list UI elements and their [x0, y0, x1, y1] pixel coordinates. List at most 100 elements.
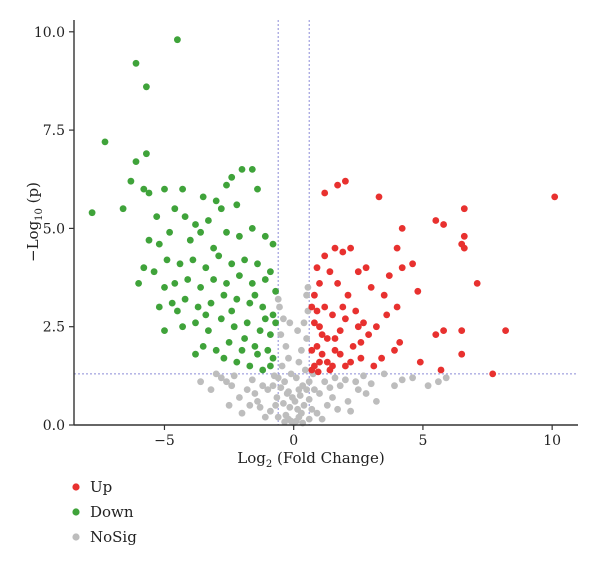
- point-down-84: [251, 343, 259, 350]
- point-nosig-91: [326, 384, 334, 391]
- x-axis-title: Log2 (Fold Change): [237, 449, 384, 470]
- point-nosig-53: [217, 374, 225, 382]
- point-nosig-76: [281, 418, 288, 426]
- point-down-2: [143, 83, 150, 91]
- legend-label-up: Up: [90, 478, 112, 496]
- point-up-11: [432, 217, 440, 224]
- point-up-1: [489, 370, 497, 378]
- point-down-45: [228, 260, 236, 268]
- point-down-9: [140, 185, 148, 193]
- point-down-99: [251, 291, 259, 299]
- legend: Up Down NoSig: [72, 478, 137, 546]
- point-down-88: [233, 358, 241, 366]
- point-up-65: [308, 346, 316, 354]
- point-up-53: [321, 252, 329, 260]
- point-up-73: [323, 358, 331, 366]
- y-tick-label-4: 10.0: [34, 25, 65, 41]
- point-up-17: [409, 260, 416, 268]
- point-up-28: [373, 323, 380, 331]
- point-up-45: [334, 280, 341, 287]
- point-nosig-85: [380, 370, 388, 378]
- point-down-25: [233, 201, 241, 209]
- point-down-46: [241, 256, 249, 264]
- point-up-2: [502, 327, 509, 334]
- point-up-10: [440, 221, 447, 228]
- point-down-89: [246, 362, 254, 370]
- point-up-56: [316, 280, 323, 287]
- point-down-8: [119, 205, 127, 213]
- point-down-16: [228, 173, 236, 181]
- point-up-78: [354, 323, 362, 331]
- y-tick-label-2: 5.0: [43, 221, 65, 237]
- point-down-20: [171, 205, 179, 213]
- point-up-36: [352, 307, 360, 315]
- point-down-56: [236, 272, 243, 279]
- point-down-35: [248, 225, 256, 232]
- point-down-4: [143, 150, 150, 158]
- point-nosig-78: [261, 413, 269, 421]
- point-nosig-26: [282, 343, 290, 350]
- point-nosig-28: [277, 331, 285, 338]
- x-tick-label-1: 0: [289, 433, 298, 449]
- point-down-19: [153, 213, 161, 221]
- point-nosig-60: [435, 378, 442, 386]
- point-nosig-29: [300, 319, 308, 327]
- point-down-10: [145, 189, 153, 197]
- legend-marker-up: [72, 483, 80, 491]
- point-nosig-90: [273, 394, 281, 401]
- point-nosig-10: [280, 400, 287, 407]
- point-down-86: [269, 354, 277, 362]
- point-up-64: [311, 319, 318, 327]
- point-nosig-94: [225, 401, 233, 409]
- point-up-24: [385, 272, 393, 279]
- point-down-21: [181, 213, 189, 221]
- point-nosig-95: [367, 380, 375, 388]
- point-nosig-45: [251, 390, 259, 397]
- point-nosig-69: [334, 405, 341, 413]
- point-down-6: [127, 177, 135, 185]
- point-up-63: [311, 291, 318, 299]
- point-nosig-8: [286, 403, 294, 411]
- point-up-5: [460, 232, 468, 240]
- point-down-75: [230, 323, 238, 331]
- point-down-26: [254, 185, 261, 193]
- point-up-31: [365, 331, 372, 338]
- point-down-28: [155, 240, 163, 248]
- point-up-8: [458, 327, 466, 334]
- point-up-40: [342, 177, 349, 185]
- point-down-98: [174, 307, 181, 315]
- point-up-77: [342, 315, 349, 323]
- point-nosig-88: [285, 388, 292, 395]
- point-up-48: [329, 311, 336, 319]
- point-up-20: [393, 244, 401, 252]
- point-up-30: [367, 284, 375, 291]
- point-down-68: [259, 303, 267, 311]
- point-down-87: [192, 350, 199, 358]
- point-nosig-57: [197, 378, 205, 386]
- point-nosig-42: [321, 378, 329, 386]
- y-tick-label-3: 7.5: [43, 123, 65, 139]
- point-down-23: [205, 217, 212, 224]
- point-nosig-43: [259, 382, 267, 390]
- point-nosig-72: [238, 409, 246, 417]
- point-down-57: [248, 280, 256, 287]
- point-down-24: [217, 205, 225, 213]
- point-up-54: [321, 303, 329, 311]
- point-down-91: [267, 362, 274, 370]
- point-nosig-71: [347, 407, 354, 415]
- point-up-14: [437, 366, 445, 374]
- point-up-9: [458, 350, 466, 358]
- point-up-59: [313, 264, 321, 272]
- point-up-37: [349, 343, 357, 350]
- point-down-61: [168, 299, 176, 307]
- point-nosig-46: [336, 382, 344, 390]
- point-up-7: [460, 244, 468, 252]
- point-nosig-9: [300, 401, 308, 409]
- point-up-75: [314, 368, 322, 376]
- point-nosig-13: [296, 392, 304, 399]
- point-nosig-68: [256, 403, 264, 411]
- point-up-18: [398, 225, 406, 232]
- point-up-57: [316, 323, 323, 331]
- point-down-92: [220, 354, 228, 362]
- point-up-12: [440, 327, 447, 334]
